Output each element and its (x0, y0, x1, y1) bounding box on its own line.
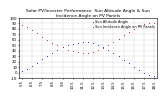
Sun Incidence Angle on PV Panels (82, 52, 84, 54)
Sun Altitude Angle (26, 68, 28, 70)
Sun Incidence Angle on PV Panels (76, 52, 79, 53)
Sun Incidence Angle on PV Panels (138, 25, 140, 27)
Sun Altitude Angle (107, 49, 110, 50)
Sun Incidence Angle on PV Panels (66, 49, 69, 50)
Sun Altitude Angle (87, 41, 89, 43)
Sun Incidence Angle on PV Panels (128, 31, 130, 33)
Sun Incidence Angle on PV Panels (117, 38, 120, 40)
Sun Incidence Angle on PV Panels (153, 23, 156, 24)
Legend: Sun Altitude Angle, Sun Incidence Angle on PV Panels: Sun Altitude Angle, Sun Incidence Angle … (91, 20, 155, 29)
Sun Incidence Angle on PV Panels (87, 52, 89, 54)
Sun Altitude Angle (20, 71, 23, 72)
Sun Altitude Angle (117, 55, 120, 57)
Sun Incidence Angle on PV Panels (36, 32, 38, 34)
Sun Altitude Angle (46, 55, 48, 57)
Sun Altitude Angle (97, 44, 100, 46)
Sun Altitude Angle (143, 72, 145, 73)
Sun Altitude Angle (71, 43, 74, 44)
Sun Altitude Angle (138, 69, 140, 71)
Sun Altitude Angle (133, 66, 135, 68)
Sun Incidence Angle on PV Panels (133, 28, 135, 30)
Sun Incidence Angle on PV Panels (31, 29, 33, 31)
Sun Altitude Angle (56, 49, 59, 51)
Sun Altitude Angle (66, 44, 69, 46)
Sun Altitude Angle (61, 47, 64, 48)
Title: Solar PV/Inverter Performance  Sun Altitude Angle & Sun Incidence Angle on PV Pa: Solar PV/Inverter Performance Sun Altitu… (26, 9, 150, 18)
Sun Altitude Angle (31, 65, 33, 67)
Sun Incidence Angle on PV Panels (46, 39, 48, 41)
Sun Altitude Angle (102, 46, 105, 48)
Sun Incidence Angle on PV Panels (107, 44, 110, 46)
Sun Incidence Angle on PV Panels (51, 42, 54, 43)
Sun Altitude Angle (82, 41, 84, 43)
Sun Altitude Angle (51, 52, 54, 54)
Sun Altitude Angle (41, 59, 43, 60)
Sun Incidence Angle on PV Panels (56, 44, 59, 46)
Sun Incidence Angle on PV Panels (97, 49, 100, 51)
Sun Incidence Angle on PV Panels (148, 23, 150, 24)
Sun Incidence Angle on PV Panels (112, 41, 115, 43)
Sun Incidence Angle on PV Panels (20, 24, 23, 25)
Sun Incidence Angle on PV Panels (122, 34, 125, 36)
Sun Altitude Angle (128, 62, 130, 64)
Sun Altitude Angle (76, 42, 79, 43)
Sun Altitude Angle (112, 52, 115, 54)
Sun Altitude Angle (122, 59, 125, 61)
Sun Altitude Angle (153, 76, 156, 77)
Sun Altitude Angle (92, 42, 94, 44)
Sun Incidence Angle on PV Panels (71, 50, 74, 52)
Sun Incidence Angle on PV Panels (41, 36, 43, 37)
Sun Incidence Angle on PV Panels (92, 51, 94, 53)
Sun Incidence Angle on PV Panels (143, 23, 145, 25)
Sun Altitude Angle (36, 62, 38, 64)
Sun Altitude Angle (148, 74, 150, 76)
Sun Incidence Angle on PV Panels (26, 26, 28, 28)
Sun Incidence Angle on PV Panels (61, 47, 64, 48)
Sun Incidence Angle on PV Panels (102, 47, 105, 49)
